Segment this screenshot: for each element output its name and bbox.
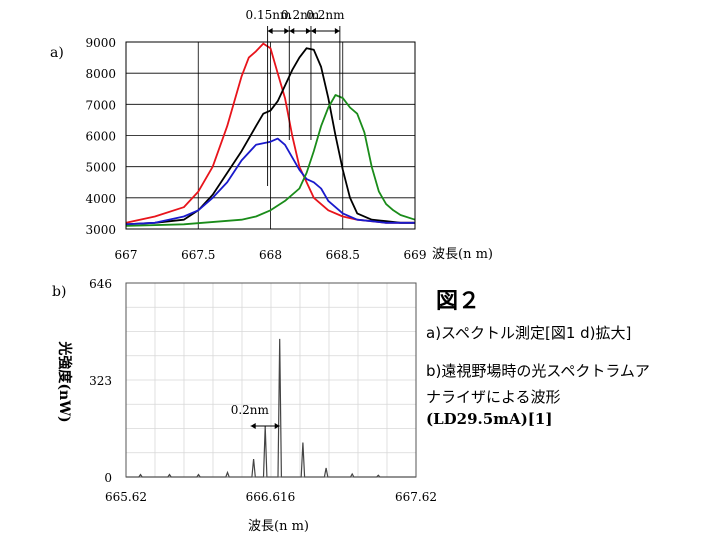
panel-a-x-tick-label: 668: [259, 248, 282, 262]
panel-b-plot-frame: [125, 282, 417, 478]
panel-b-y-tick-label: 0: [104, 471, 112, 485]
figure-title: 図２: [436, 289, 481, 314]
caption-b-line2: ナライザによる波形: [426, 388, 561, 406]
panel-b-y-tick-labels: 0 323 646: [89, 277, 112, 485]
panel-a-x-axis-label: 波長(n m): [432, 247, 493, 262]
panel-b-annotations: 0.2nm: [231, 403, 280, 429]
panel-b-grid: [126, 283, 416, 477]
caption-b-line3: (LD29.5mA)[1]: [426, 410, 553, 428]
panel-a-grid: [125, 41, 416, 230]
panel-a-y-tick-label: 7000: [85, 98, 116, 112]
panel-a-x-tick-labels: 667 667.5 668 668.5 669: [115, 248, 427, 262]
panel-b-y-tick-label: 646: [89, 277, 112, 291]
panel-a-y-tick-label: 3000: [85, 223, 116, 237]
caption-b-line1: b)遠視野場時の光スペクトラムア: [426, 362, 650, 380]
panel-b-x-tick-labels: 665.62 666.616 667.62: [105, 490, 437, 504]
panel-a-series-black: [125, 47, 415, 226]
panel-a-y-tick-label: 9000: [85, 36, 116, 50]
panel-b-y-axis-label: 光強度(nW): [56, 340, 73, 422]
panel-a-x-tick-label: 667.5: [181, 248, 215, 262]
panel-a-y-tick-label: 4000: [85, 192, 116, 206]
panel-a-x-tick-label: 668.5: [326, 248, 360, 262]
caption-a: a)スペクトル測定[図1 d)拡大]: [426, 324, 632, 342]
panel-a-label: a): [50, 45, 64, 61]
panel-b-label: b): [52, 284, 66, 300]
panel-a-series-green: [125, 94, 416, 227]
panel-a-y-tick-labels: 3000 4000 5000 6000 7000 8000 9000: [85, 36, 116, 237]
panel-a-annotation-arrowheads: [267, 28, 290, 34]
panel-a-annotation-arrowheads: [289, 28, 311, 34]
panel-b-x-tick-label: 666.616: [246, 490, 296, 504]
panel-a-y-tick-label: 6000: [85, 130, 116, 144]
panel-b-x-tick-label: 667.62: [395, 490, 437, 504]
panel-a-x-tick-label: 667: [115, 248, 138, 262]
panel-b-x-tick-label: 665.62: [105, 490, 147, 504]
panel-a-annotation-label: 0.15nm: [246, 8, 292, 22]
panel-a-annotation-label: 0.2nm: [281, 8, 320, 22]
panel-a-plot-frame: [125, 41, 416, 230]
panel-a-y-tick-label: 8000: [85, 67, 116, 81]
panel-b-x-axis-label: 波長(n m): [248, 519, 309, 534]
panel-a-annotation-label: 0.2nm: [306, 8, 345, 22]
panel-b-y-tick-label: 323: [89, 374, 112, 388]
panel-a-series-blue: [125, 137, 415, 226]
panel-b-annotation-label: 0.2nm: [231, 403, 270, 417]
panel-a-x-tick-label: 669: [404, 248, 427, 262]
panel-a-y-tick-label: 5000: [85, 161, 116, 175]
panel-a-series: [125, 42, 416, 227]
